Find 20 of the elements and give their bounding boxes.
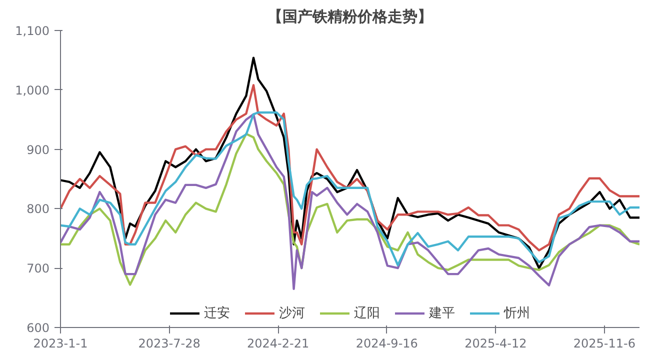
x-tick-label: 2023-7-28 [138, 336, 200, 350]
legend-label: 沙河 [279, 305, 305, 322]
x-tick-label: 2024-2-21 [247, 336, 310, 350]
x-tick-label: 2023-1-1 [33, 336, 88, 350]
legend-label: 建平 [429, 305, 455, 322]
y-tick-label: 1,100 [15, 24, 50, 38]
y-tick-label: 600 [26, 321, 50, 335]
line-series [60, 56, 640, 270]
x-tick-label: 2024-9-16 [356, 336, 418, 350]
y-tick-label: 800 [26, 202, 50, 216]
y-tick-label: 900 [26, 142, 50, 157]
legend-label: 迁安 [204, 305, 230, 322]
legend-label: 忻州 [504, 305, 530, 322]
chart-title: 【国产铁精粉价格走势】 [268, 8, 432, 26]
x-tick-label: 2025-4-12 [464, 336, 527, 350]
y-tick-label: 700 [26, 262, 50, 276]
y-tick-label: 1,000 [15, 83, 50, 98]
x-tick-label: 2025-11-6 [573, 336, 636, 350]
legend-label: 辽阳 [354, 305, 380, 322]
line-series [60, 84, 640, 252]
